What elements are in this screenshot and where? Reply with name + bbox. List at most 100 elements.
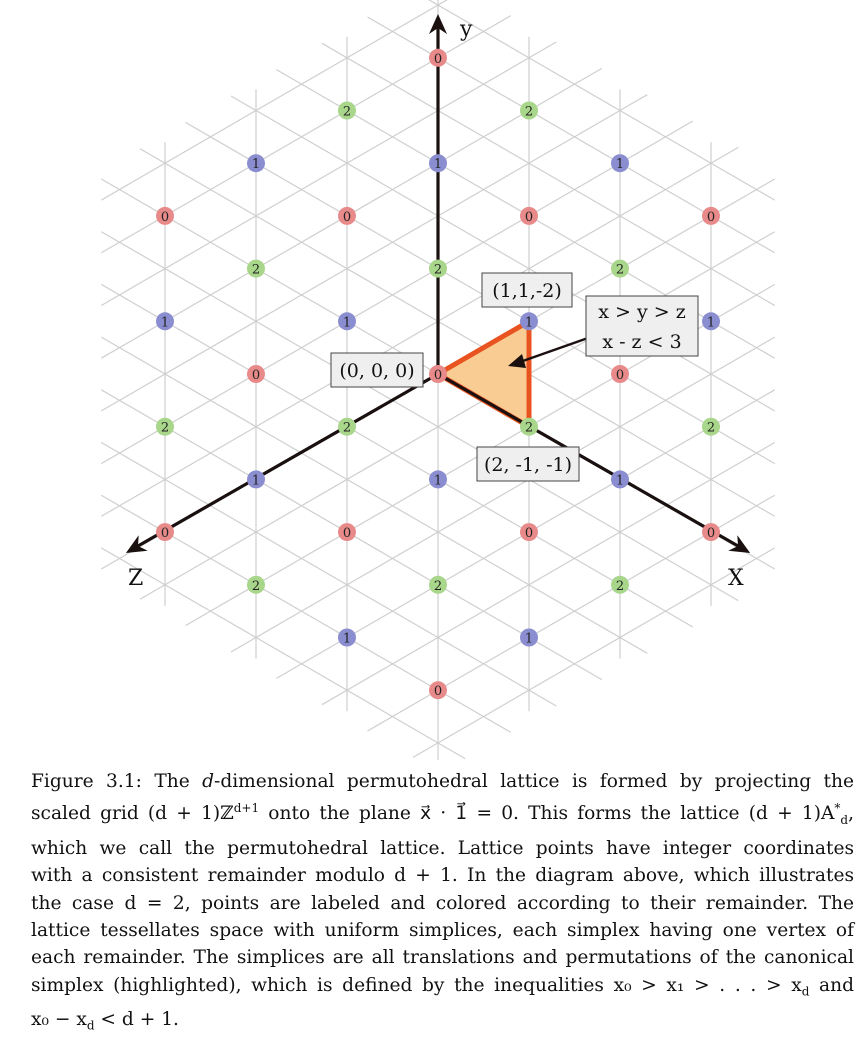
lattice-point: 0 <box>702 523 720 542</box>
lattice-point: 2 <box>520 101 538 120</box>
lattice-point-label: 2 <box>434 579 442 594</box>
z-axis-label: Z <box>128 566 143 591</box>
caption-text: -dimensional permutohedral lattice is fo… <box>214 771 854 792</box>
lattice-point-dot <box>702 523 720 542</box>
grid-line <box>100 441 557 707</box>
lattice-point: 0 <box>156 523 174 542</box>
origin-label-box-frame <box>330 352 424 388</box>
y-axis-label: y <box>459 17 473 42</box>
x-axis-line <box>437 372 739 548</box>
lattice-point-label: 1 <box>525 315 533 330</box>
lattice-point: 2 <box>429 575 447 594</box>
x-axis-label: X <box>728 566 744 591</box>
lattice-point-label: 1 <box>252 473 260 488</box>
grid-line <box>100 336 648 654</box>
vertex-top-label-box-frame <box>481 272 573 308</box>
z-axis-line <box>137 372 439 548</box>
lattice-point: 1 <box>520 628 538 647</box>
lattice-point: 2 <box>247 575 265 594</box>
lattice-point-label: 0 <box>525 526 533 541</box>
lattice-point-dot <box>520 417 538 436</box>
caption-line-4: with a consistent remainder modulo d + 1… <box>31 865 854 887</box>
grid-line <box>100 547 466 760</box>
lattice-point: 1 <box>429 470 447 489</box>
lattice-point: 1 <box>247 470 265 489</box>
lattice-point: 1 <box>338 628 356 647</box>
caption-sup: * <box>834 801 841 816</box>
caption-text: < d + 1. <box>94 1008 179 1030</box>
grid-line <box>139 148 776 517</box>
caption-line-3: which we call the permutohedral lattice.… <box>31 837 854 859</box>
lattice-point-label: 1 <box>707 315 715 330</box>
lattice-point-dot <box>702 312 720 331</box>
vertex-top-label-box: (1,1,-2) <box>481 272 573 308</box>
caption-text: The <box>154 771 203 792</box>
caption-text: scaled grid (d + 1)ℤ <box>31 803 234 825</box>
grid-line <box>185 121 776 465</box>
lattice-point-label: 0 <box>434 52 442 67</box>
caption-sub: d <box>801 984 810 999</box>
lattice-point-dot <box>247 575 265 594</box>
lattice-point-label: 2 <box>616 263 624 278</box>
lattice-point: 1 <box>702 312 720 331</box>
lattice-point-dot <box>611 259 629 278</box>
origin-label-box: (0, 0, 0) <box>330 352 424 388</box>
lattice-point-label: 2 <box>252 579 260 594</box>
grid-line <box>100 41 557 307</box>
lattice-point-dot <box>429 154 447 173</box>
lattice-point: 1 <box>338 312 356 331</box>
caption-sup: d+1 <box>233 801 260 816</box>
lattice-point-label: 1 <box>343 632 351 647</box>
canonical-simplex <box>433 316 532 432</box>
grid-line <box>100 0 449 201</box>
lattice-point: 0 <box>429 365 447 383</box>
lattice-point: 1 <box>429 154 447 173</box>
grid-line <box>100 146 739 517</box>
vertex-top-label-box-text: (1,1,-2) <box>492 280 562 302</box>
lattice-point: 1 <box>611 470 629 489</box>
grid-line <box>230 336 776 653</box>
vertex-bottom-label-box: (2, -1, -1) <box>476 446 580 482</box>
lattice-point-dot <box>156 312 174 331</box>
inequality-pointer-arrowhead <box>508 354 526 368</box>
caption-var: d <box>202 771 215 792</box>
lattice-point-label: 1 <box>616 157 624 172</box>
grid-line <box>427 0 776 201</box>
lattice-point-label: 0 <box>343 210 351 225</box>
lattice-point-label: 2 <box>707 421 715 436</box>
inequality-box-text: x - z < 3 <box>602 331 681 353</box>
caption-line-8: simplex (highlighted), which is defined … <box>31 972 854 1006</box>
lattice-point-label: 0 <box>161 210 169 225</box>
lattice-point-dot <box>247 259 265 278</box>
vertex-bottom-label-box-text: (2, -1, -1) <box>484 454 572 476</box>
lattice-point: 0 <box>338 206 356 225</box>
lattice-point-dot <box>611 470 629 489</box>
lattice-diagram: y X Z 0 2 2 1 1 1 0 0 0 0 2 2 2 1 1 1 1 0 0 0 2 2 2 2 1 1 1 0 0 0 0 2 2 2 1 1… <box>100 0 776 760</box>
lattice-point-dot <box>520 206 538 225</box>
lattice-point-label: 0 <box>161 526 169 541</box>
lattice-point-label: 0 <box>707 526 715 541</box>
vertex-bottom-label-box-frame <box>476 446 580 482</box>
lattice-point: 0 <box>429 48 447 67</box>
lattice-point-dot <box>520 628 538 647</box>
lattice-point-label: 2 <box>161 421 169 436</box>
lattice-point-dot <box>611 365 629 383</box>
lattice-point-dot <box>520 523 538 542</box>
lattice-point: 1 <box>611 154 629 173</box>
lattice-point: 2 <box>702 417 720 436</box>
lattice-point-label: 2 <box>252 263 260 278</box>
grid-line <box>100 231 739 602</box>
lattice-point-label: 1 <box>434 473 442 488</box>
lattice-point-dot <box>702 206 720 225</box>
lattice-point-label: 1 <box>252 157 260 172</box>
lattice-point: 2 <box>338 417 356 436</box>
lattice-point-label: 1 <box>616 473 624 488</box>
lattice-point-label: 2 <box>343 421 351 436</box>
caption-line-5: the case d = 2, points are labeled and c… <box>31 892 854 914</box>
lattice-point: 2 <box>247 259 265 278</box>
lattice-point-label: 1 <box>161 315 169 330</box>
caption-text: x₀ − x <box>31 1008 87 1030</box>
lattice-point-label: 0 <box>525 210 533 225</box>
lattice-point-label: 0 <box>707 210 715 225</box>
caption-sub: d <box>86 1018 95 1033</box>
